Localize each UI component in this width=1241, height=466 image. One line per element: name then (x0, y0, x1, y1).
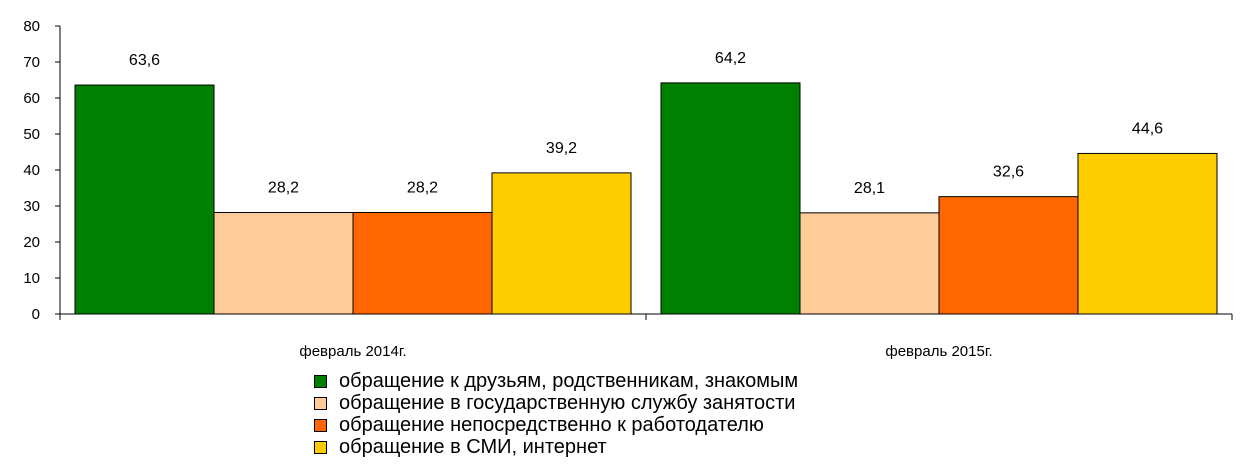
bar (1077, 152, 1218, 315)
legend-item: обращение непосредственно к работодателю (314, 414, 798, 436)
legend-swatch (314, 396, 327, 410)
y-tick-label: 50 (23, 126, 40, 143)
data-label: 63,6 (129, 52, 160, 69)
bar (491, 172, 632, 315)
legend-swatch (314, 418, 327, 432)
y-tick-label: 40 (23, 162, 40, 179)
legend-item: обращение в СМИ, интернет (314, 436, 798, 458)
legend: обращение к друзьям, родственникам, знак… (314, 370, 798, 458)
data-label: 32,6 (993, 164, 1024, 181)
x-axis: февраль 2014г. февраль 2015г. (59, 313, 1233, 360)
y-tick-label: 20 (23, 234, 40, 251)
data-label: 39,2 (546, 140, 577, 157)
data-label: 64,2 (715, 50, 746, 67)
bar (74, 84, 215, 315)
legend-swatch (314, 440, 327, 454)
legend-item: обращение в государственную службу занят… (314, 392, 798, 414)
y-tick-label: 0 (32, 306, 40, 323)
legend-label: обращение к друзьям, родственникам, знак… (339, 370, 799, 392)
bar (213, 211, 354, 315)
x-category-label: февраль 2015г. (885, 343, 992, 360)
y-tick-label: 10 (23, 270, 40, 287)
y-tick-label: 60 (23, 90, 40, 107)
data-label: 44,6 (1132, 120, 1163, 137)
data-labels: 63,6 28,2 28,2 39,2 64,2 28,1 32,6 44,6 (129, 50, 1163, 197)
bar (660, 82, 801, 315)
legend-label: обращение в государственную службу занят… (339, 392, 796, 414)
bars (74, 82, 1218, 315)
data-label: 28,2 (268, 179, 299, 196)
y-tick-label: 80 (23, 18, 40, 35)
bar (799, 212, 940, 315)
legend-label: обращение непосредственно к работодателю (339, 414, 764, 436)
y-axis: 0 10 20 30 40 50 60 70 80 (23, 18, 61, 323)
bar (352, 211, 493, 315)
legend-item: обращение к друзьям, родственникам, знак… (314, 370, 798, 392)
data-label: 28,1 (854, 180, 885, 197)
y-tick-label: 30 (23, 198, 40, 215)
legend-swatch (314, 374, 327, 388)
data-label: 28,2 (407, 179, 438, 196)
y-tick-label: 70 (23, 54, 40, 71)
legend-label: обращение в СМИ, интернет (339, 436, 607, 458)
bar (938, 196, 1079, 315)
x-category-label: февраль 2014г. (299, 343, 406, 360)
